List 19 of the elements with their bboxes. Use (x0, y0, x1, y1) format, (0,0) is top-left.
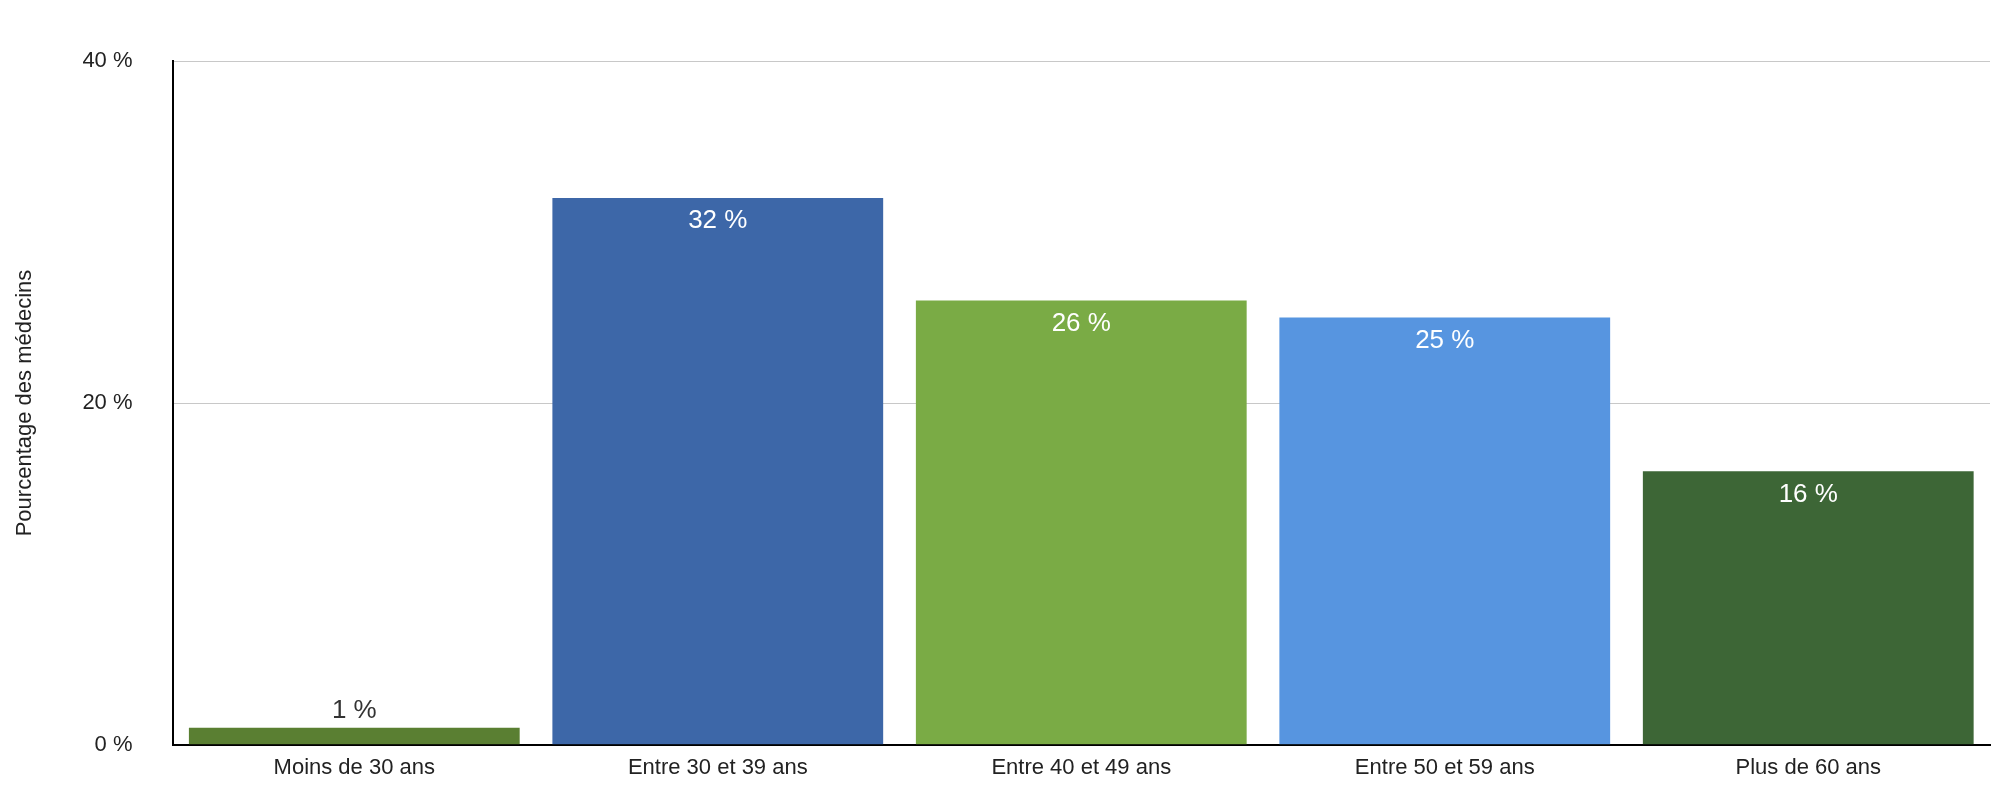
y-axis-title: Pourcentage des médecins (11, 269, 37, 537)
y-tick-label: 0 % (94, 730, 133, 756)
bar (188, 727, 520, 745)
bar (1279, 317, 1611, 745)
data-label: 32 % (688, 204, 748, 235)
bar (1642, 471, 1974, 745)
bar (552, 197, 884, 745)
bar (915, 300, 1247, 745)
y-tick-label: 40 % (82, 47, 133, 73)
data-label: 25 % (1415, 323, 1475, 354)
x-tick-label: Entre 50 et 59 ans (1354, 754, 1535, 780)
data-label: 26 % (1051, 306, 1111, 337)
y-tick-label: 20 % (82, 389, 133, 415)
x-tick-label: Moins de 30 ans (273, 754, 436, 780)
x-tick-label: Plus de 60 ans (1735, 754, 1882, 780)
x-tick-label: Entre 40 et 49 ans (991, 754, 1172, 780)
data-label: 1 % (331, 693, 377, 724)
data-label: 16 % (1778, 477, 1838, 508)
x-tick-label: Entre 30 et 39 ans (627, 754, 808, 780)
